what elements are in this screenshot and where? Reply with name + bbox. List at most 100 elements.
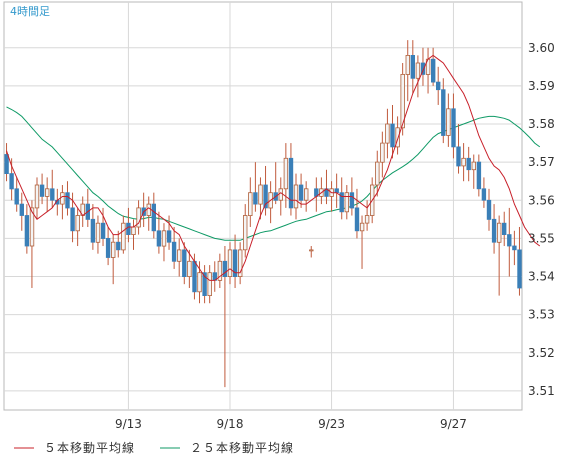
candle (405, 40, 410, 102)
candle (491, 204, 497, 254)
candle-body-down (507, 234, 512, 247)
candle-body-down (126, 222, 131, 235)
candle-body-down (517, 249, 522, 289)
candle (263, 165, 268, 216)
candle-body-up (248, 192, 253, 216)
candle-body-down (263, 184, 268, 209)
candle-body-up (375, 161, 380, 186)
candle (237, 242, 243, 285)
candle (481, 177, 487, 208)
candle (375, 150, 380, 197)
y-tick-label: 3.58 (528, 117, 555, 131)
candle (471, 154, 476, 189)
candle (354, 188, 360, 239)
candle (24, 204, 30, 254)
candle (105, 226, 111, 266)
candles (4, 40, 522, 388)
candle (410, 40, 415, 94)
candle (415, 55, 421, 98)
grid-lines (4, 2, 522, 410)
candle-body-up (146, 203, 151, 216)
candle-body-down (486, 199, 492, 220)
candle (253, 162, 258, 212)
candle (166, 215, 172, 250)
candle-body-up (309, 249, 314, 252)
candle (202, 265, 207, 304)
candle-body-up (344, 192, 349, 213)
y-tick-label: 3.54 (528, 270, 555, 284)
candle-body-up (471, 161, 476, 171)
y-tick-label: 3.53 (528, 308, 555, 322)
candle (242, 204, 248, 258)
candle-body-up (217, 260, 223, 281)
candle-body-down (65, 192, 70, 209)
candle (50, 169, 55, 208)
candle-body-down (410, 55, 415, 79)
candle-body-up (161, 230, 167, 247)
candle (466, 146, 471, 182)
candle-body-down (70, 207, 75, 232)
x-tick-label: 9/18 (217, 417, 244, 431)
candle (227, 242, 233, 285)
y-axis-ticks: 3.60 3.59 3.58 3.57 3.56 3.55 3.54 3.53 3.52 3.51 (528, 41, 555, 398)
candle-body-up (197, 272, 202, 293)
candle (75, 207, 80, 247)
candle-body-up (34, 184, 40, 209)
candle-body-down (253, 192, 258, 205)
candle (39, 173, 45, 205)
candle-body-down (171, 241, 177, 262)
candle-body-down (182, 249, 187, 277)
candle (512, 230, 517, 266)
candle-body-down (456, 146, 461, 167)
candle-body-down (50, 188, 55, 201)
candle-body-up (258, 184, 263, 205)
candle-body-up (176, 249, 182, 262)
candle (339, 177, 344, 220)
legend: ５本移動平均線 ２５本移動平均線 (14, 440, 293, 455)
candle-body-down (334, 188, 339, 194)
candle (151, 192, 156, 239)
candle-body-down (288, 157, 294, 209)
candle (441, 78, 446, 144)
candle (232, 234, 238, 288)
candle (390, 104, 395, 159)
candle-body-up (121, 222, 126, 251)
candle-body-down (39, 184, 45, 197)
candle-body-up (45, 188, 50, 197)
ma5-line (6, 54, 541, 281)
y-tick-label: 3.59 (528, 79, 555, 93)
candle (456, 124, 461, 174)
candle (111, 234, 116, 285)
candle (385, 108, 390, 159)
ma25-series (6, 106, 541, 241)
candle-body-up (29, 207, 35, 247)
candle-body-down (100, 222, 106, 239)
candle-body-down (19, 203, 24, 216)
interval-label: 4時間足 (10, 5, 50, 18)
candle-body-down (512, 245, 517, 251)
candle-body-up (395, 127, 400, 148)
candle-body-up (227, 249, 233, 277)
candle-body-down (192, 260, 197, 293)
candle (217, 253, 223, 288)
y-tick-label: 3.55 (528, 231, 555, 245)
candle-body-down (116, 241, 121, 251)
candle (446, 93, 451, 147)
candle (121, 215, 126, 254)
candle (29, 200, 35, 288)
candle (395, 116, 400, 155)
x-tick-label: 9/27 (440, 417, 467, 431)
candle (116, 230, 121, 258)
candle-body-down (501, 222, 507, 235)
candle (344, 185, 349, 220)
candle (14, 177, 19, 212)
candle-body-up (293, 184, 299, 209)
candle-body-down (4, 154, 9, 175)
candle-body-down (232, 249, 238, 277)
candle-body-up (415, 62, 421, 79)
candle (182, 242, 187, 285)
candle (517, 226, 522, 296)
candle (420, 47, 426, 86)
